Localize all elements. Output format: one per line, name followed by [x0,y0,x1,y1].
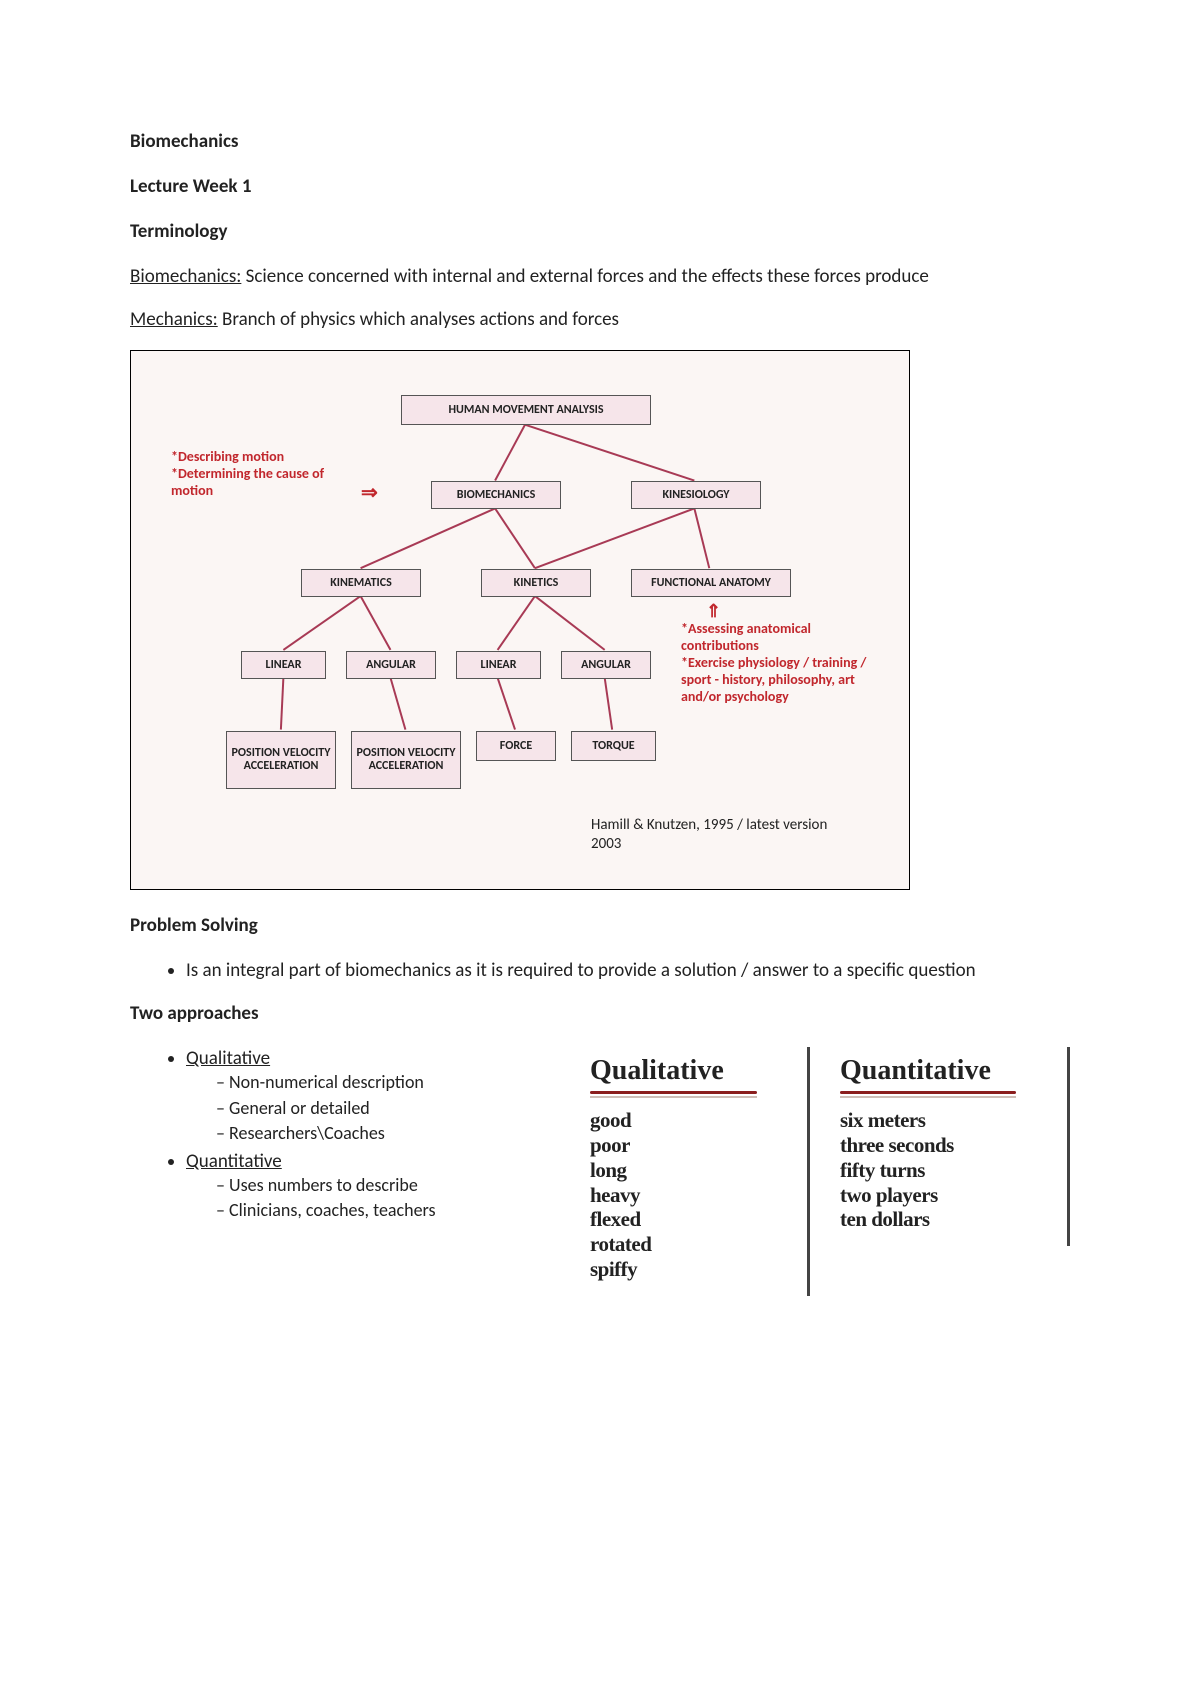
two-approaches-row: Qualitative Non-numerical descriptionGen… [130,1047,1070,1295]
quantitative-label: Quantitative [186,1150,282,1173]
diagram-node-funcanat: FUNCTIONAL ANATOMY [631,569,791,597]
definition-text: Branch of physics which analyses actions… [218,308,619,331]
qualitative-label: Qualitative [186,1047,270,1070]
page-title: Biomechanics [130,130,1070,153]
definition-term: Biomechanics: [130,265,241,288]
hand-item: rotated [590,1232,787,1257]
hand-item: three seconds [840,1133,1047,1158]
problem-solving-list: Is an integral part of biomechanics as i… [130,959,1070,982]
arrow-right-icon: ⇒ [361,481,378,505]
sub-item: Clinicians, coaches, teachers [216,1198,560,1223]
list-item-qualitative: Qualitative Non-numerical descriptionGen… [186,1047,560,1146]
hand-item: long [590,1158,787,1183]
quantitative-panel: Quantitative six metersthree secondsfift… [810,1047,1070,1246]
sub-item: Researchers\Coaches [216,1121,560,1146]
diagram-node-pva2: POSITION VELOCITY ACCELERATION [351,731,461,789]
definition-biomechanics: Biomechanics: Science concerned with int… [130,265,1070,290]
list-item: Is an integral part of biomechanics as i… [186,959,1070,982]
hand-item: spiffy [590,1257,787,1282]
diagram-citation: Hamill & Knutzen, 1995 / latest version … [591,816,851,854]
diagram-node-torque: TORQUE [571,731,656,761]
hand-item: poor [590,1133,787,1158]
terminology-heading: Terminology [130,220,1070,243]
definition-mechanics: Mechanics: Branch of physics which analy… [130,308,1070,333]
sub-item: Non-numerical description [216,1070,560,1095]
panel-list: goodpoorlongheavyflexedrotatedspiffy [590,1108,787,1281]
two-approaches-heading: Two approaches [130,1002,1070,1025]
hand-item: good [590,1108,787,1133]
diagram-annotation-right: *Assessing anatomical contributions*Exer… [681,621,891,705]
human-movement-diagram: HUMAN MOVEMENT ANALYSIS BIOMECHANICS KINES… [130,350,910,890]
diagram-node-biomech: BIOMECHANICS [431,481,561,509]
hand-item: fifty turns [840,1158,1047,1183]
sub-item: Uses numbers to describe [216,1173,560,1198]
panel-title: Qualitative [590,1055,787,1087]
hand-item: six meters [840,1108,1047,1133]
definition-term: Mechanics: [130,308,218,331]
problem-solving-heading: Problem Solving [130,914,1070,937]
diagram-node-kinetics: KINETICS [481,569,591,597]
diagram-node-root: HUMAN MOVEMENT ANALYSIS [401,395,651,425]
hand-item: heavy [590,1183,787,1208]
diagram-node-kinematics: KINEMATICS [301,569,421,597]
diagram-node-lin1: LINEAR [241,651,326,679]
qualitative-panel: Qualitative goodpoorlongheavyflexedrotat… [560,1047,810,1295]
lecture-heading: Lecture Week 1 [130,175,1070,198]
sub-item: General or detailed [216,1096,560,1121]
approaches-text-list: Qualitative Non-numerical descriptionGen… [130,1047,560,1243]
hand-item: two players [840,1183,1047,1208]
definition-text: Science concerned with internal and exte… [241,265,929,288]
hand-item: ten dollars [840,1207,1047,1232]
hand-item: flexed [590,1207,787,1232]
list-item-quantitative: Quantitative Uses numbers to describeCli… [186,1150,560,1223]
diagram-annotation-left: *Describing motion*Determining the cause… [171,449,351,499]
diagram-node-force: FORCE [476,731,556,761]
diagram-node-kines: KINESIOLOGY [631,481,761,509]
diagram-node-ang1: ANGULAR [346,651,436,679]
panel-title: Quantitative [840,1055,1047,1087]
diagram-node-ang2: ANGULAR [561,651,651,679]
panel-list: six metersthree secondsfifty turnstwo pl… [840,1108,1047,1232]
panel-underline [590,1091,757,1094]
diagram-node-pva1: POSITION VELOCITY ACCELERATION [226,731,336,789]
diagram-node-lin2: LINEAR [456,651,541,679]
panel-underline [840,1091,1016,1094]
